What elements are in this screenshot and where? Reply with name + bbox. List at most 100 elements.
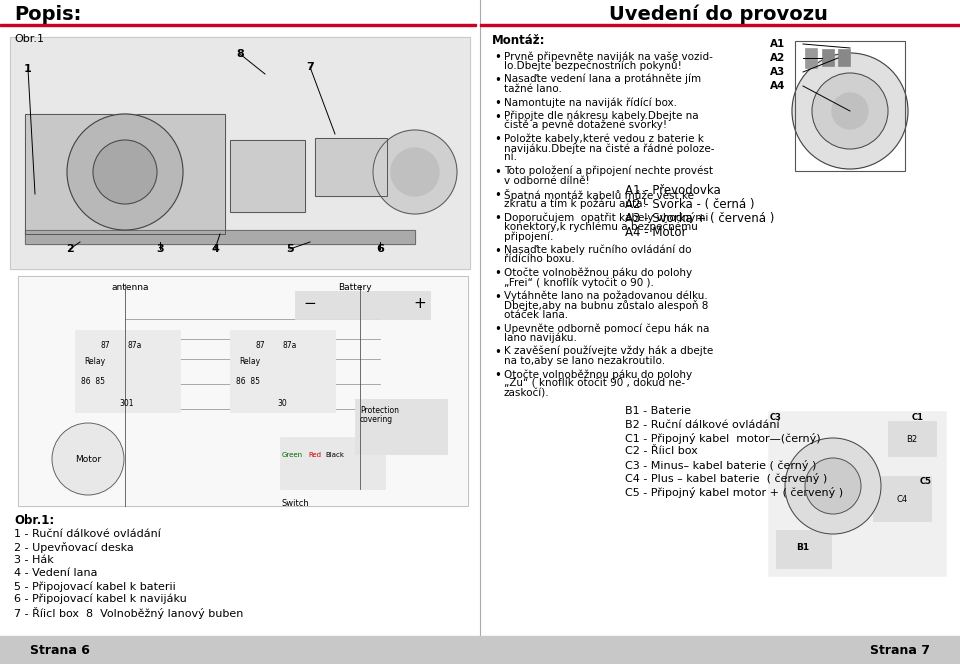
Text: C5: C5 [920,477,932,485]
Circle shape [832,93,868,129]
Text: •: • [494,97,501,110]
Text: 1 - Ruční dálkové ovládání: 1 - Ruční dálkové ovládání [14,529,161,539]
Text: řídícího boxu.: řídícího boxu. [504,254,575,264]
Text: A2 - Svorka - ( černá ): A2 - Svorka - ( černá ) [625,198,755,211]
Text: Battery: Battery [338,283,372,292]
Text: A1: A1 [770,39,785,49]
Text: antenna: antenna [111,283,149,292]
Text: Obr.1:: Obr.1: [14,514,55,527]
Text: A3: A3 [770,67,785,77]
Text: 8: 8 [236,49,244,59]
Text: Namontujte na naviják řídící box.: Namontujte na naviják řídící box. [504,97,677,108]
Bar [25,114,225,234]
Bar [888,421,936,456]
Text: zaskočí).: zaskočí). [504,388,550,398]
Bar [230,140,305,212]
Text: navijáku.Dbejte na čisté a řádné poloze-: navijáku.Dbejte na čisté a řádné poloze- [504,143,714,153]
Text: Položte kabely,které vedou z baterie k: Položte kabely,které vedou z baterie k [504,133,704,144]
Text: Red: Red [308,452,321,458]
Text: Green: Green [282,452,303,458]
Bar [0,23,476,26]
Text: Uvedení do provozu: Uvedení do provozu [609,4,828,24]
Text: •: • [494,189,501,202]
Text: 86  85: 86 85 [81,376,105,386]
Bar [25,230,415,244]
Text: „Frei“ ( knoflík vytočit o 90 ).: „Frei“ ( knoflík vytočit o 90 ). [504,277,654,288]
Text: •: • [494,346,501,359]
Circle shape [93,140,157,204]
Text: Relay: Relay [239,357,260,367]
Text: A4 - Motor: A4 - Motor [625,226,686,239]
Circle shape [67,114,183,230]
Text: v odborné dílně!: v odborné dílně! [504,175,589,185]
Text: Motor: Motor [75,454,101,463]
Text: zkratu a tím k požáru auta!: zkratu a tím k požáru auta! [504,199,647,209]
Circle shape [785,438,881,534]
Text: Nasaďte vedení lana a protáhněte jím: Nasaďte vedení lana a protáhněte jím [504,74,701,84]
Text: ní.: ní. [504,153,517,163]
Bar [776,530,831,568]
Text: C4 - Plus – kabel baterie  ( červený ): C4 - Plus – kabel baterie ( červený ) [625,473,828,485]
Text: •: • [494,74,501,87]
Text: Vytáhněte lano na požadovanou délku.: Vytáhněte lano na požadovanou délku. [504,291,708,301]
Text: konektory,k rychlému a bezpečnému: konektory,k rychlému a bezpečnému [504,222,698,232]
Text: 301: 301 [120,400,134,408]
Text: 87a: 87a [283,341,298,351]
Text: •: • [494,244,501,258]
Text: 87a: 87a [128,341,142,351]
Text: A3 - Svorka + ( červená ): A3 - Svorka + ( červená ) [625,212,775,225]
Text: C1: C1 [912,414,924,422]
Text: Špatná montáž kabelů může vést ke: Špatná montáž kabelů může vést ke [504,189,694,201]
Text: 87: 87 [100,341,109,351]
Text: C2 - ŘíicI box: C2 - ŘíicI box [625,446,698,457]
Text: B1: B1 [797,544,809,552]
Text: A2: A2 [770,53,785,63]
Text: C5 - Připojný kabel motor + ( červený ): C5 - Připojný kabel motor + ( červený ) [625,487,843,498]
Text: Popis:: Popis: [14,5,82,23]
Text: B2 - Ruční dálkové ovládání: B2 - Ruční dálkové ovládání [625,420,780,430]
Text: Prvně připevněte naviják na vaše vozid-: Prvně připevněte naviják na vaše vozid- [504,51,713,62]
Text: K zavěšení používejte vždy hák a dbejte: K zavěšení používejte vždy hák a dbejte [504,346,713,357]
Bar [315,138,387,196]
Text: C3 - Minus– kabel baterie ( černý ): C3 - Minus– kabel baterie ( černý ) [625,460,816,471]
Text: Relay: Relay [84,357,106,367]
Bar [10,37,470,269]
Text: +: + [414,297,426,311]
Text: 4 - Vedení lana: 4 - Vedení lana [14,568,98,578]
Bar [18,276,468,506]
Text: 86  85: 86 85 [236,376,260,386]
Text: 5 - Připojovací kabel k baterii: 5 - Připojovací kabel k baterii [14,581,176,592]
Bar [230,140,305,212]
Text: •: • [494,166,501,179]
Text: Doporučujem  opatřit kabely vhodnými: Doporučujem opatřit kabely vhodnými [504,212,708,223]
Text: čistě a pevně dotažené svorky!: čistě a pevně dotažené svorky! [504,120,667,131]
Text: A4: A4 [770,81,785,91]
Bar [768,411,946,576]
Text: otáček lana.: otáček lana. [504,309,568,319]
Text: C4: C4 [897,495,907,503]
Bar [25,230,415,244]
Circle shape [52,423,124,495]
Text: •: • [494,268,501,280]
Text: C1 - Připojný kabel  motor—(černý): C1 - Připojný kabel motor—(černý) [625,433,821,444]
Text: lo.Dbejte bezpečnostních pokynů!: lo.Dbejte bezpečnostních pokynů! [504,60,682,72]
Text: •: • [494,110,501,124]
Text: •: • [494,291,501,303]
Text: C3: C3 [770,414,782,422]
Text: covering: covering [360,415,394,424]
Text: připojení.: připojení. [504,231,553,242]
Bar [0,636,960,664]
Text: Montáž:: Montáž: [492,34,545,47]
Text: B1 - Baterie: B1 - Baterie [625,406,691,416]
Text: Nasaďte kabely ručního ovládání do: Nasaďte kabely ručního ovládání do [504,244,691,255]
Text: •: • [494,51,501,64]
Text: 7 - ŘíicI box  8  Volnoběžný lanový buben: 7 - ŘíicI box 8 Volnoběžný lanový buben [14,607,244,619]
Text: 6 - Připojovací kabel k navijáku: 6 - Připojovací kabel k navijáku [14,594,187,604]
Bar [355,399,447,454]
Text: Strana 6: Strana 6 [30,643,90,657]
Text: Otočte volnoběžnou páku do polohy: Otočte volnoběžnou páku do polohy [504,268,692,278]
Text: 1: 1 [24,64,32,74]
Text: 30: 30 [277,400,287,408]
Text: 7: 7 [306,62,314,72]
Text: •: • [494,369,501,382]
